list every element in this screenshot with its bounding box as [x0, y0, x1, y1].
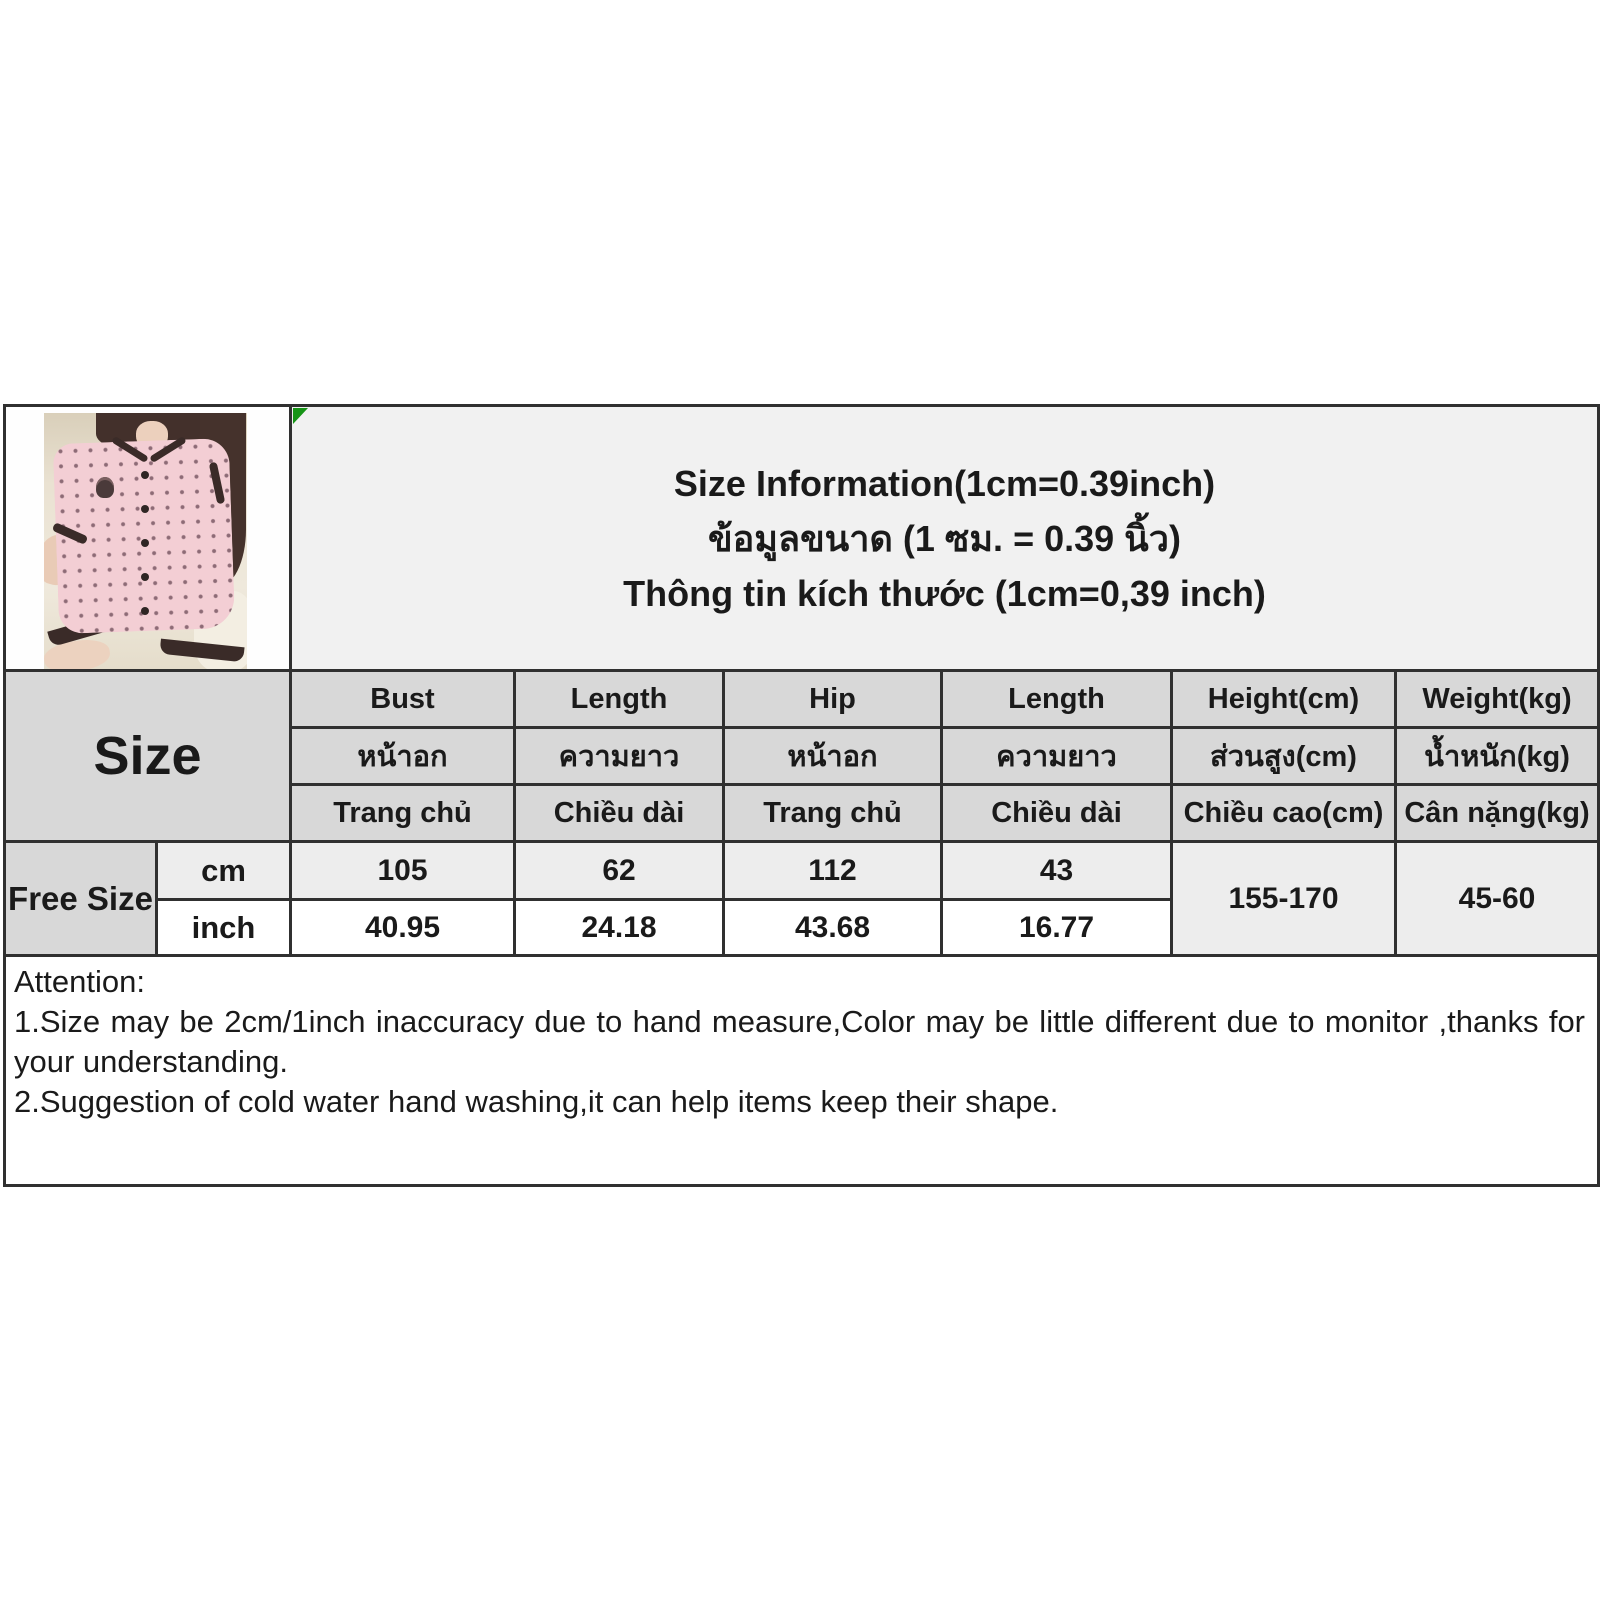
header-length2-en: Length — [940, 669, 1173, 729]
header-length-th: ความยาว — [513, 726, 725, 786]
product-photo-cell — [3, 404, 292, 672]
length2-cm-value: 43 — [940, 840, 1173, 901]
pajama-button — [141, 607, 149, 615]
length2-inch-value: 16.77 — [940, 898, 1173, 957]
title-thai: ข้อมูลขนาด (1 ซม. = 0.39 นิ้ว) — [708, 517, 1181, 559]
bust-inch-value: 40.95 — [289, 898, 516, 957]
attention-notes-cell: Attention: 1.Size may be 2cm/1inch inacc… — [2, 954, 1600, 1187]
pajama-button — [141, 573, 149, 581]
pajama-button — [141, 505, 149, 513]
header-hip-vi: Trang chủ — [722, 783, 943, 843]
header-hip-th: หน้าอก — [722, 726, 943, 786]
header-weight-en: Weight(kg) — [1393, 669, 1600, 729]
unit-cm-cell: cm — [155, 840, 292, 901]
pajama-button — [141, 539, 149, 547]
weight-range-value: 45-60 — [1393, 840, 1600, 957]
title-english: Size Information(1cm=0.39inch) — [673, 462, 1216, 504]
pajama-button — [141, 471, 149, 479]
table-row: Free Size cm 105 62 112 43 155-170 45-60 — [3, 840, 1600, 957]
header-height-en: Height(cm) — [1170, 669, 1397, 729]
table-row: inch 40.95 24.18 43.68 16.77 — [5, 898, 1599, 957]
unit-inch-cell: inch — [155, 898, 292, 957]
size-header-cell: Size — [3, 669, 292, 843]
header-weight-th: น้ำหนัก(kg) — [1393, 726, 1600, 786]
header-length-vi: Chiều dài — [513, 783, 725, 843]
header-weight-vi: Cân nặng(kg) — [1393, 783, 1600, 843]
chest-logo — [96, 477, 114, 498]
size-chart-table: Size Information(1cm=0.39inch) ข้อมูลขนา… — [2, 404, 1600, 1187]
header-bust-vi: Trang chủ — [289, 783, 516, 843]
attention-note-1: 1.Size may be 2cm/1inch inaccuracy due t… — [14, 1004, 1586, 1079]
bust-cm-value: 105 — [289, 840, 516, 901]
header-length-en: Length — [513, 669, 725, 729]
length-inch-value: 24.18 — [513, 898, 725, 957]
header-height-vi: Chiều cao(cm) — [1170, 783, 1397, 843]
hip-inch-value: 43.68 — [722, 898, 943, 957]
height-range-value: 155-170 — [1170, 840, 1397, 957]
product-photo — [44, 413, 247, 668]
header-bust-en: Bust — [289, 669, 516, 729]
green-triangle-icon — [293, 408, 308, 424]
title-vietnamese: Thông tin kích thước (1cm=0,39 inch) — [623, 572, 1266, 614]
header-height-th: ส่วนสูง(cm) — [1170, 726, 1397, 786]
attention-heading: Attention: — [14, 964, 145, 999]
header-length2-vi: Chiều dài — [940, 783, 1173, 843]
hip-cm-value: 112 — [722, 840, 943, 901]
title-cell: Size Information(1cm=0.39inch) ข้อมูลขนา… — [288, 404, 1600, 672]
free-size-cell: Free Size — [3, 840, 158, 957]
header-bust-th: หน้าอก — [289, 726, 516, 786]
header-length2-th: ความยาว — [940, 726, 1173, 786]
length-cm-value: 62 — [513, 840, 725, 901]
attention-note-2: 2.Suggestion of cold water hand washing,… — [14, 1084, 1059, 1119]
header-hip-en: Hip — [722, 669, 943, 729]
